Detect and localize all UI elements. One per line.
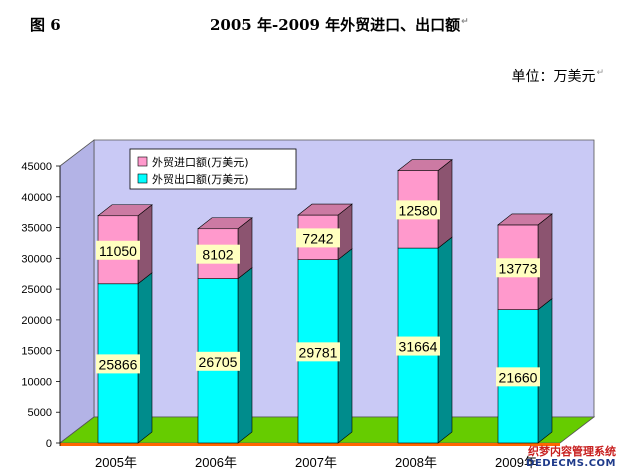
data-label: 31664 bbox=[399, 339, 438, 355]
data-label: 7242 bbox=[302, 230, 333, 246]
data-label-box bbox=[496, 367, 540, 387]
data-label-box bbox=[96, 240, 140, 260]
paragraph-mark: ↵ bbox=[596, 68, 604, 79]
bar-top-face bbox=[497, 213, 553, 226]
bar-top-face bbox=[197, 217, 253, 230]
y-tick-label: 35000 bbox=[21, 223, 52, 235]
bar-top-face bbox=[297, 203, 353, 216]
bar-side-face bbox=[137, 204, 153, 285]
data-label: 25866 bbox=[99, 356, 138, 372]
bar-side-face bbox=[437, 236, 453, 444]
y-tick-label: 15000 bbox=[21, 346, 52, 358]
chart-title: 2005 年-2009 年外贸进口、出口额↵ bbox=[210, 14, 469, 35]
y-tick-label: 40000 bbox=[21, 192, 52, 204]
x-tick-label: 2006年 bbox=[195, 455, 237, 470]
x-tick-label: 2009年 bbox=[495, 455, 537, 470]
legend-swatch bbox=[137, 173, 148, 184]
data-label-box bbox=[196, 244, 240, 264]
legend-box bbox=[129, 148, 297, 190]
unit-label: 单位：万美元↵ bbox=[511, 66, 604, 86]
bar-side-face bbox=[537, 298, 553, 444]
y-tick-label: 0 bbox=[46, 438, 52, 450]
bar-side-face bbox=[437, 159, 453, 249]
data-label-box bbox=[496, 258, 540, 278]
y-tick-label: 25000 bbox=[21, 284, 52, 296]
data-label: 26705 bbox=[199, 354, 238, 370]
data-label-box bbox=[296, 228, 340, 248]
bar-top-face bbox=[397, 159, 453, 171]
bar-side-face bbox=[337, 248, 353, 444]
data-label-box bbox=[196, 351, 240, 371]
data-label-box bbox=[396, 336, 440, 356]
data-label: 11050 bbox=[99, 243, 137, 259]
x-tick-label: 2007年 bbox=[295, 455, 337, 470]
data-label: 8102 bbox=[202, 247, 233, 263]
legend-entry: 外贸出口额(万美元) bbox=[152, 172, 249, 186]
data-label: 12580 bbox=[399, 202, 438, 218]
x-tick-label: 2005年 bbox=[95, 455, 137, 470]
y-tick-label: 30000 bbox=[21, 253, 52, 265]
figure-label: 图 6 bbox=[30, 16, 61, 34]
y-tick-label: 5000 bbox=[28, 407, 52, 419]
watermark-line-1: 织梦内容管理系统 bbox=[528, 445, 616, 458]
y-tick-label: 10000 bbox=[21, 376, 52, 388]
chart-floor-front-edge bbox=[60, 443, 560, 446]
data-label: 13773 bbox=[499, 260, 538, 276]
x-tick-label: 2008年 bbox=[395, 455, 437, 470]
data-label-box bbox=[296, 342, 340, 362]
data-label-box bbox=[396, 200, 440, 220]
bar-side-face bbox=[537, 213, 553, 311]
paragraph-mark: ↵ bbox=[461, 17, 469, 27]
chart-title-text: 2005 年-2009 年外贸进口、出口额 bbox=[210, 16, 461, 34]
y-tick-label: 20000 bbox=[21, 315, 52, 327]
data-label: 29781 bbox=[299, 344, 338, 360]
bar-side-face bbox=[237, 266, 253, 444]
legend-swatch bbox=[137, 156, 148, 167]
watermark-logo: 织梦内容管理系统 DEDECMS.COM bbox=[526, 446, 616, 470]
data-label: 21660 bbox=[499, 369, 538, 385]
unit-label-text: 单位：万美元 bbox=[511, 69, 596, 85]
bar-side-face bbox=[137, 272, 153, 444]
watermark-line-2: DEDECMS.COM bbox=[526, 458, 616, 469]
legend-entry: 外贸进口额(万美元) bbox=[152, 156, 249, 169]
chart-side-wall bbox=[59, 139, 95, 444]
data-label-box bbox=[96, 354, 140, 374]
y-tick-label: 45000 bbox=[21, 161, 52, 173]
bar-top-face bbox=[97, 204, 153, 217]
